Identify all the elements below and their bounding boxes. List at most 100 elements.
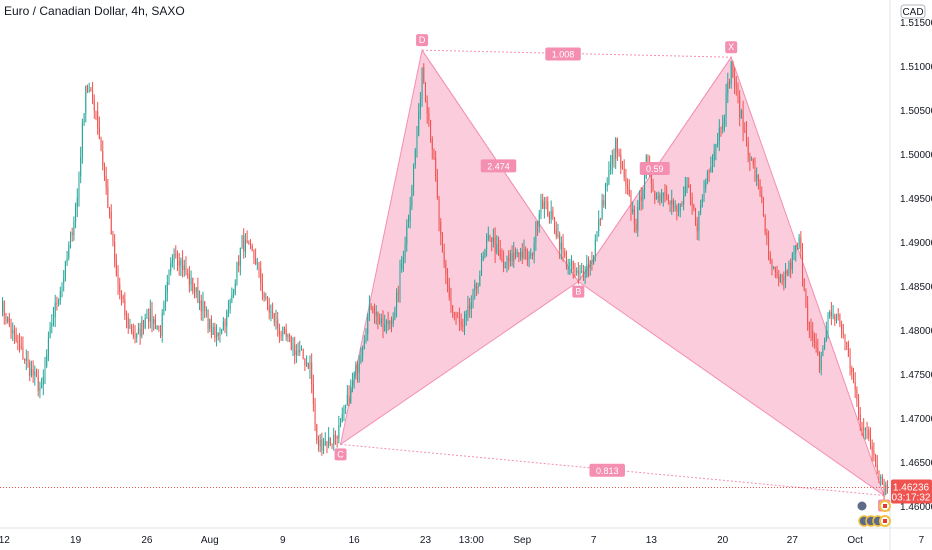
candle-body xyxy=(509,253,511,261)
candle-body xyxy=(136,334,138,338)
candle-body xyxy=(277,319,279,328)
candle-body xyxy=(85,85,87,114)
candle-body xyxy=(256,263,258,265)
candle-body xyxy=(300,349,302,351)
pattern-triangle-xab xyxy=(577,56,886,497)
candle-body xyxy=(620,154,622,169)
pattern-point-d: D xyxy=(419,35,426,45)
candle-body xyxy=(246,240,248,243)
candle-body xyxy=(875,454,877,465)
candle-body xyxy=(819,354,821,370)
candle-body xyxy=(367,317,369,335)
candle-body xyxy=(873,451,875,455)
candle-body xyxy=(598,219,600,232)
candle-body xyxy=(864,429,866,431)
candle-body xyxy=(168,271,170,283)
x-tick-label: Aug xyxy=(201,535,219,546)
candle-body xyxy=(800,237,802,252)
candle-body xyxy=(732,61,734,78)
candle-body xyxy=(543,201,545,209)
candle-body xyxy=(825,329,827,341)
candle-body xyxy=(618,152,620,155)
y-tick-label: 1.51500 xyxy=(900,18,932,29)
candle-body xyxy=(526,251,528,260)
candle-body xyxy=(428,113,430,121)
candle-body xyxy=(871,446,873,452)
candle-body xyxy=(212,326,214,335)
candle-body xyxy=(263,293,265,298)
candle-body xyxy=(265,297,267,299)
candle-body xyxy=(88,89,90,91)
chart-title: Euro / Canadian Dollar, 4h, SAXO xyxy=(4,4,185,18)
candle-body xyxy=(441,234,443,253)
candle-body xyxy=(122,296,124,300)
candle-body xyxy=(474,283,476,290)
candle-body xyxy=(372,308,374,314)
candle-body xyxy=(603,200,605,206)
candle-body xyxy=(143,320,145,328)
candle-body xyxy=(222,321,224,331)
candle-body xyxy=(452,305,454,313)
candle-body xyxy=(126,315,128,318)
x-tick-label: 13:00 xyxy=(459,535,484,546)
candle-body xyxy=(114,242,116,261)
candle-body xyxy=(227,309,229,312)
candle-body xyxy=(292,345,294,351)
candle-body xyxy=(586,264,588,276)
candle-body xyxy=(540,199,542,215)
candle-body xyxy=(15,334,17,342)
candle-body xyxy=(346,394,348,406)
currency-badge xyxy=(900,4,926,19)
candle-body xyxy=(115,260,117,276)
candle-body xyxy=(375,312,377,316)
candle-body xyxy=(479,275,481,287)
candle-body xyxy=(654,191,656,200)
candle-body xyxy=(501,257,503,261)
candle-body xyxy=(555,229,557,237)
candle-body xyxy=(691,197,693,206)
candle-body xyxy=(627,185,629,189)
candle-body xyxy=(520,251,522,257)
candle-body xyxy=(421,67,423,100)
candle-body xyxy=(455,315,457,318)
candle-body xyxy=(180,259,182,266)
candle-body xyxy=(448,284,450,298)
candle-body xyxy=(655,198,657,200)
candle-body xyxy=(324,441,326,446)
candle-body xyxy=(343,407,345,415)
candle-body xyxy=(423,67,425,83)
candle-body xyxy=(657,195,659,199)
candle-body xyxy=(467,305,469,314)
candle-body xyxy=(173,254,175,261)
candle-body xyxy=(781,275,783,278)
candle-body xyxy=(715,144,717,151)
candle-body xyxy=(10,325,12,333)
candle-body xyxy=(287,335,289,337)
candle-body xyxy=(311,362,313,385)
ratio-label-box xyxy=(480,159,517,173)
candle-body xyxy=(652,183,654,192)
x-tick-label: 26 xyxy=(141,535,153,546)
candle-body xyxy=(112,233,114,243)
candle-body xyxy=(744,130,746,132)
candle-body xyxy=(637,207,639,231)
candle-body xyxy=(424,82,426,101)
candle-body xyxy=(200,300,202,312)
candle-body xyxy=(769,253,771,262)
candle-body xyxy=(345,405,347,408)
candle-body xyxy=(594,240,596,256)
x-tick-label: 13 xyxy=(646,535,658,546)
x-tick-label: Sep xyxy=(513,535,531,546)
candle-body xyxy=(197,287,199,304)
candle-body xyxy=(841,324,843,333)
candle-body xyxy=(285,328,287,337)
candle-body xyxy=(348,394,350,404)
candle-body xyxy=(69,232,71,245)
y-tick-label: 1.48000 xyxy=(900,326,932,337)
candle-body xyxy=(283,326,286,329)
candle-body xyxy=(647,155,649,163)
candle-body xyxy=(202,301,204,312)
candle-body xyxy=(275,319,277,323)
candle-body xyxy=(216,332,218,338)
